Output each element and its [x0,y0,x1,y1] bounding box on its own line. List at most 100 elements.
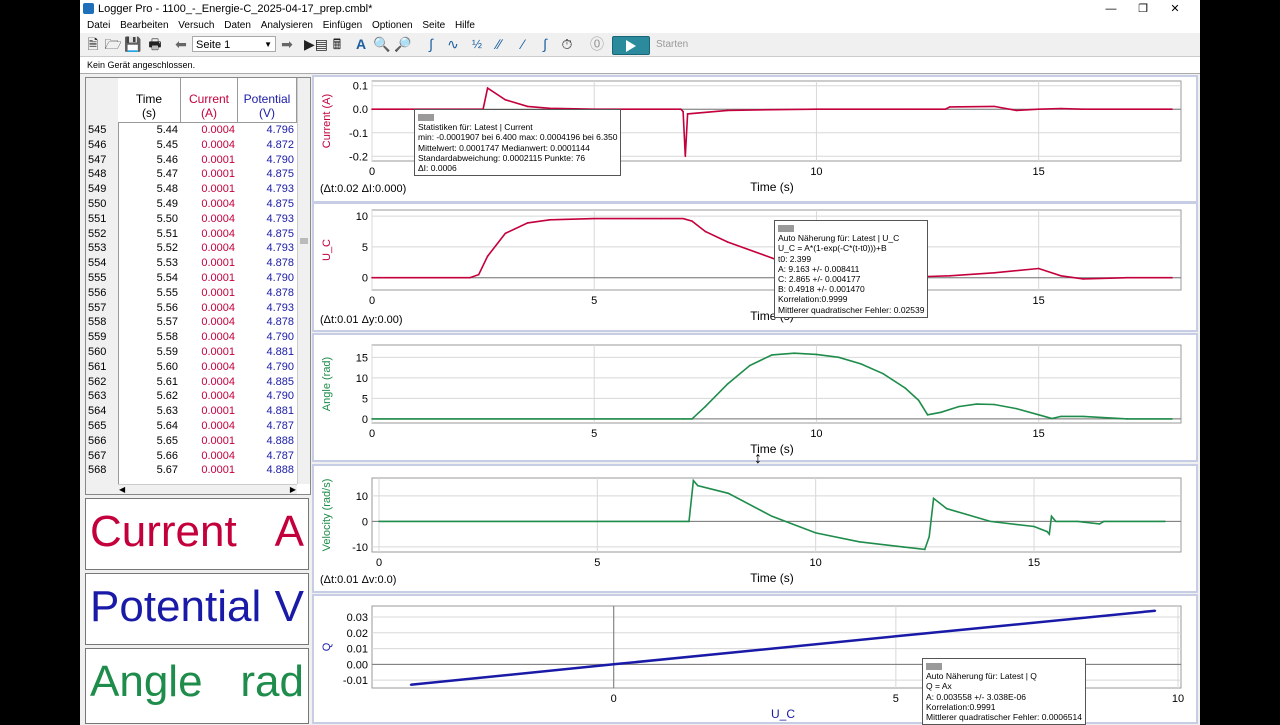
table-row[interactable]: 562 5.61 0.0004 4.885 [86,375,296,390]
calculator-icon[interactable]: 🖩 [332,36,342,52]
table-row[interactable]: 561 5.60 0.0004 4.790 [86,360,296,375]
data-point [993,105,996,108]
collect-button[interactable] [612,36,650,55]
graph-angle[interactable]: 15 10 5 0 0 5 10 15 Angle (rad) Time (s) ↕ [312,333,1198,467]
meter-angle[interactable]: Angle rad [85,648,309,724]
open-folder-icon[interactable]: 🗁 [104,36,122,52]
curve-fit-box-handle[interactable] [778,225,794,233]
zero-icon[interactable]: ⓪ [590,36,604,52]
zoom-out-icon[interactable]: 🔎 [394,36,412,52]
data-point [1076,520,1079,523]
graph-velocity[interactable]: 10 0 -10 0 5 10 15 Velocity (rad/s) Time (s) (Δt… [312,464,1198,593]
column-header-time[interactable]: Time (s) [118,78,181,123]
menu-einfuegen[interactable]: Einfügen [322,20,363,31]
data-point [748,364,751,367]
table-row[interactable]: 560 5.59 0.0001 4.881 [86,345,296,360]
close-button[interactable]: ✕ [1170,3,1180,15]
new-file-icon[interactable]: 🗎 [87,36,99,52]
statistics-box[interactable]: Statistiken für: Latest | Current min: -… [414,109,622,177]
fit-line: B: 0.4918 +/- 0.001470 [778,284,865,295]
data-table[interactable]: Time (s) Current (A) Potential (V) 545 5.… [85,77,311,495]
row-number-column [86,78,119,494]
cell-current: 0.0001 [201,346,235,358]
table-row[interactable]: 550 5.49 0.0004 4.875 [86,197,296,212]
timer-icon[interactable]: ⏱ [561,36,573,52]
menu-bearbeiten[interactable]: Bearbeiten [120,20,169,31]
scroll-right-icon[interactable]: ▶ [289,485,296,494]
table-row[interactable]: 549 5.48 0.0001 4.793 [86,182,296,197]
y-tick-label: 0.1 [353,81,368,93]
curve-fit-box[interactable]: Auto Näherung für: Latest | U_C U_C = A*… [774,220,929,318]
table-row[interactable]: 551 5.50 0.0004 4.793 [86,212,296,227]
table-row[interactable]: 566 5.65 0.0001 4.888 [86,434,296,449]
menu-versuch[interactable]: Versuch [178,20,215,31]
forward-arrow-icon[interactable]: ➡ [281,36,293,52]
table-row[interactable]: 567 5.66 0.0004 4.787 [86,449,296,464]
autoscale-icon[interactable]: A [355,36,367,52]
y-tick-label: 5 [362,242,368,254]
graph-charge[interactable]: 0.03 0.02 0.01 0.00 -0.01 0 5 10 Q U_C Auto Näher… [312,594,1198,725]
data-point [468,276,471,279]
table-row[interactable]: 568 5.67 0.0001 4.888 [86,463,296,478]
menu-seite[interactable]: Seite [422,20,446,31]
table-row[interactable]: 553 5.52 0.0004 4.793 [86,241,296,256]
table-row[interactable]: 552 5.51 0.0004 4.875 [86,227,296,242]
data-point [593,217,596,220]
table-row[interactable]: 559 5.58 0.0004 4.790 [86,330,296,345]
linear-fit-box[interactable]: Auto Näherung für: Latest | Q Q = Ax A: … [922,658,1086,725]
print-icon[interactable]: 🖶 [148,36,162,52]
y-tick-label: 15 [356,352,368,364]
table-row[interactable]: 557 5.56 0.0004 4.793 [86,301,296,316]
cell-current: 0.0001 [201,272,235,284]
integral-icon[interactable]: ½ [471,37,482,51]
menu-hilfe[interactable]: Hilfe [454,20,475,31]
menu-analysieren[interactable]: Analysieren [260,20,313,31]
tangent-icon[interactable]: ∿ [447,36,459,52]
menu-datei[interactable]: Datei [87,20,111,31]
y-tick-label: 10 [356,373,368,385]
delta-readout: (Δt:0.01 Δv:0.0) [320,574,397,586]
column-header-potential[interactable]: Potential (V) [238,78,297,123]
data-point [680,108,682,111]
graph-current[interactable]: 0.10.0-0.1-0.2051015Current (A)Time (s) … [312,75,1198,203]
page-select[interactable]: Seite 1 ▼ [192,36,276,52]
zoom-in-icon[interactable]: 🔍 [373,36,391,52]
table-row[interactable]: 563 5.62 0.0004 4.790 [86,389,296,404]
vertical-scrollbar[interactable] [297,78,310,484]
table-row[interactable]: 554 5.53 0.0001 4.878 [86,256,296,271]
data-point [727,492,730,495]
meter-current[interactable]: Current A [85,498,309,570]
save-icon[interactable]: 💾 [124,36,142,52]
menu-optionen[interactable]: Optionen [372,20,413,31]
linear-fit-icon[interactable]: ⁄ [521,36,525,52]
back-arrow-icon[interactable]: ⬅ [175,36,187,52]
table-row[interactable]: 564 5.63 0.0001 4.881 [86,404,296,419]
resize-arrow-icon[interactable]: ↕ [754,450,762,467]
minimize-button[interactable]: — [1105,3,1117,15]
cell-potential: 4.888 [266,464,294,477]
table-row[interactable]: 547 5.46 0.0001 4.790 [86,153,296,168]
meter-potential[interactable]: Potential V [85,573,309,645]
examine-icon[interactable]: ∫ [429,36,433,52]
table-row[interactable]: 555 5.54 0.0001 4.790 [86,271,296,286]
curve-fit-icon[interactable]: ∫ [543,36,547,52]
statistics-icon[interactable]: ∕∕ [496,36,502,52]
column-header-current[interactable]: Current (A) [181,78,238,123]
maximize-button[interactable]: ❐ [1138,3,1148,15]
data-point [975,403,978,405]
statistics-box-handle[interactable] [418,114,434,122]
scroll-left-icon[interactable]: ◀ [119,485,126,494]
menu-daten[interactable]: Daten [224,20,251,31]
linear-fit-box-handle[interactable] [926,663,942,671]
table-row[interactable]: 546 5.45 0.0004 4.872 [86,138,296,153]
horizontal-scrollbar[interactable]: ◀ ▶ [118,484,297,494]
scrollbar-thumb[interactable] [300,238,308,244]
data-point [1164,520,1166,523]
table-row[interactable]: 565 5.64 0.0004 4.787 [86,419,296,434]
table-row[interactable]: 545 5.44 0.0004 4.796 [86,123,296,138]
data-browser-icon[interactable]: ▶▤ [304,36,328,52]
table-row[interactable]: 548 5.47 0.0001 4.875 [86,167,296,182]
table-row[interactable]: 556 5.55 0.0001 4.878 [86,286,296,301]
table-row[interactable]: 558 5.57 0.0004 4.878 [86,315,296,330]
